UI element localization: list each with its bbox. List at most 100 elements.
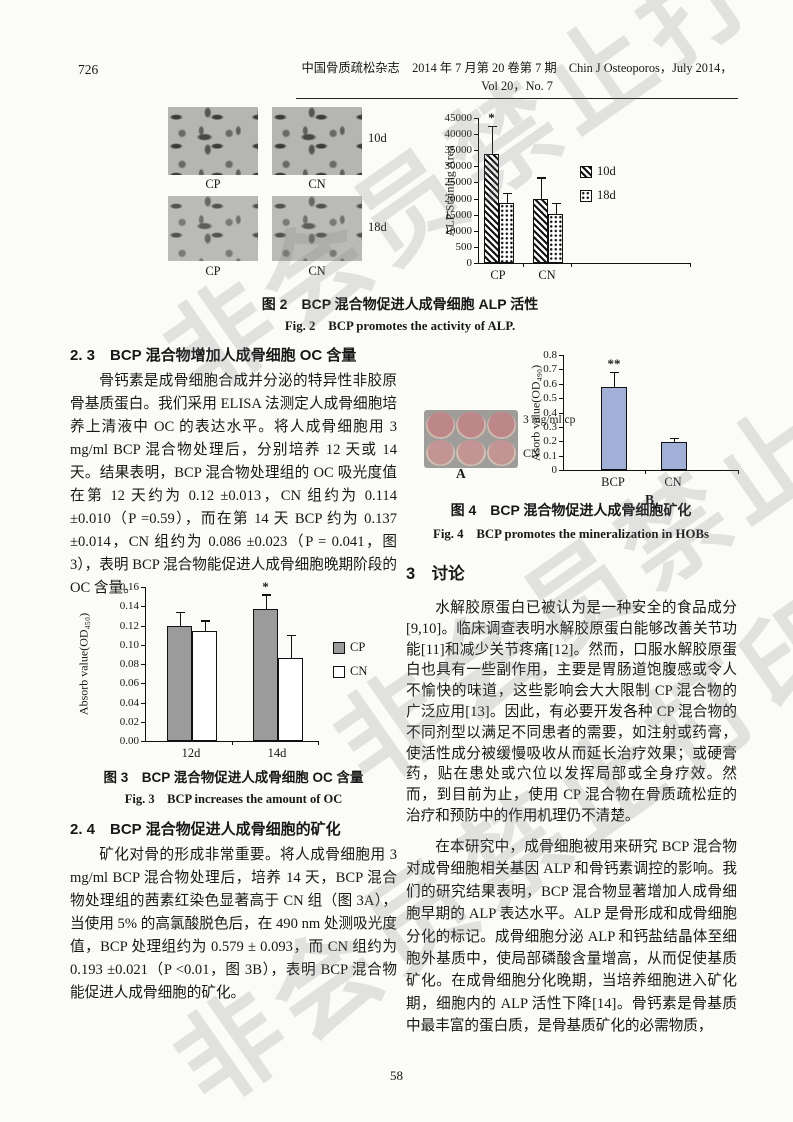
y-axis-label: ALP Staining Area [442, 145, 457, 236]
x-tick-mark [522, 263, 524, 267]
y-tick-label: 0 [551, 464, 558, 476]
y-tick-mark [474, 182, 478, 184]
legend-label: 10d [597, 164, 616, 178]
y-tick-mark [474, 150, 478, 152]
bar-BCP [601, 386, 627, 470]
error-bar-cap [610, 372, 619, 374]
panel-b-label: B [645, 492, 655, 507]
bar-14d-CP [253, 609, 278, 741]
y-tick-mark [559, 383, 563, 385]
chart-plot-area: ** [563, 355, 739, 471]
y-tick-mark [474, 134, 478, 136]
y-tick-mark [559, 398, 563, 400]
y-axis-label: Absorb value(OD₄₅₀) [76, 612, 91, 716]
y-tick-label: 45000 [444, 112, 473, 124]
figure2-caption-en: Fig. 2 BCP promotes the activity of ALP. [284, 319, 516, 333]
error-bar [506, 193, 508, 203]
x-tick-mark [571, 263, 573, 267]
y-tick-mark [559, 369, 563, 371]
y-tick-mark [474, 214, 478, 216]
bar-CP-18d [499, 202, 514, 263]
legend-item: CN [333, 664, 367, 679]
journal-header: 中国骨质疏松杂志 2014 年 7 月第 20 卷第 7 期 Chin J Os… [296, 58, 738, 99]
well-plate-photo [424, 410, 518, 468]
legend-label: CP [350, 640, 366, 654]
legend-swatch [580, 189, 592, 202]
x-category-label: 14d [267, 746, 287, 760]
y-tick-label: 35000 [444, 144, 473, 157]
x-category-label: BCP [601, 475, 625, 489]
bar-12d-CN [192, 631, 217, 741]
y-tick-label: 0.00 [119, 735, 139, 747]
legend-label: CN [350, 664, 368, 678]
bar-14d-CN [278, 658, 303, 741]
y-tick-mark [474, 198, 478, 200]
alp-staining-bar-chart: * ALP Staining Area 0 500 10000 15000 20000 250… [438, 106, 740, 302]
chart-legend: 10d 18d [580, 164, 616, 212]
error-bar [614, 373, 616, 387]
page-number-bottom: 58 [390, 1068, 403, 1083]
y-tick-label: 0.14 [119, 600, 139, 613]
y-tick-label: 0.06 [119, 677, 139, 690]
well [426, 439, 456, 466]
x-category-label: CP [490, 268, 506, 282]
y-tick-mark [559, 426, 563, 428]
legend-label: 18d [597, 188, 616, 202]
oc-absorbance-bar-chart: * Absorb value(OD₄₅₀) 0.00 0.02 0.04 0.06 0.08… [68, 579, 408, 761]
legend-swatch [333, 641, 345, 654]
y-tick-label: 0.1 [543, 449, 557, 462]
error-bar [290, 636, 292, 659]
significance-marker: ** [607, 356, 621, 372]
figure4-caption-cn: 图 4 BCP 混合物促进人成骨细胞矿化 [450, 502, 692, 518]
error-bar-cap [487, 125, 497, 128]
micrograph-cp-10d [168, 107, 258, 175]
y-tick-label: 30000 [444, 160, 473, 173]
panel-a-label: A [456, 466, 466, 481]
y-tick-mark [141, 741, 145, 742]
well [456, 412, 486, 439]
bar-CP-10d [484, 154, 499, 263]
well [486, 412, 516, 439]
y-tick-mark [474, 118, 478, 119]
legend-swatch [333, 665, 345, 678]
y-tick-label: 25000 [444, 176, 473, 189]
x-tick-mark [645, 470, 647, 474]
figure3-caption-cn: 图 3 BCP 混合物促进人成骨细胞 OC 含量 [103, 770, 364, 785]
y-tick-label: 15000 [444, 208, 473, 221]
error-bar-cap [551, 202, 561, 204]
chart-plot-area: * [145, 579, 319, 742]
y-tick-mark [474, 263, 478, 264]
x-category-label: 12d [181, 746, 201, 760]
chart-plot-area: * [478, 110, 691, 264]
error-bar-cap [261, 594, 271, 596]
section-2-4-body: 矿化对骨的形成非常重要。将人成骨细胞用 3 mg/ml BCP 混合物处理后，培… [70, 847, 397, 1001]
y-tick-label: 0.5 [543, 392, 557, 405]
significance-marker: * [262, 578, 269, 594]
micrograph-cn-18d [272, 196, 362, 261]
y-tick-mark [559, 455, 563, 457]
error-bar-cap [670, 438, 679, 440]
y-tick-mark [559, 412, 563, 414]
x-tick-mark [231, 741, 233, 745]
figure3-caption-en: Fig. 3 BCP increases the amount of OC [124, 792, 343, 806]
page-number-top: 726 [78, 62, 99, 77]
y-tick-label: 0.02 [119, 715, 139, 728]
error-bar [204, 621, 206, 632]
x-tick-mark [318, 741, 319, 745]
y-tick-mark [474, 246, 478, 248]
section-3-heading: 3 讨论 [406, 565, 465, 583]
micrograph-cp-18d [168, 196, 258, 261]
y-tick-mark [141, 702, 145, 704]
error-bar-cap [200, 620, 210, 622]
error-bar-cap [536, 177, 546, 179]
y-tick-label: 0.4 [543, 406, 557, 419]
y-tick-label: 0.6 [543, 377, 557, 390]
y-tick-mark [141, 625, 145, 627]
bar-CN [661, 442, 687, 470]
y-tick-mark [141, 683, 145, 685]
error-bar [265, 595, 267, 610]
mineralization-bar-chart: ** Asorb value(OD₄₉₀) 0 0.1 0.2 0.3 0.4 0.5 0.6 0… [528, 342, 740, 510]
well [426, 412, 456, 439]
y-tick-mark [141, 606, 145, 608]
y-tick-mark [559, 355, 563, 356]
